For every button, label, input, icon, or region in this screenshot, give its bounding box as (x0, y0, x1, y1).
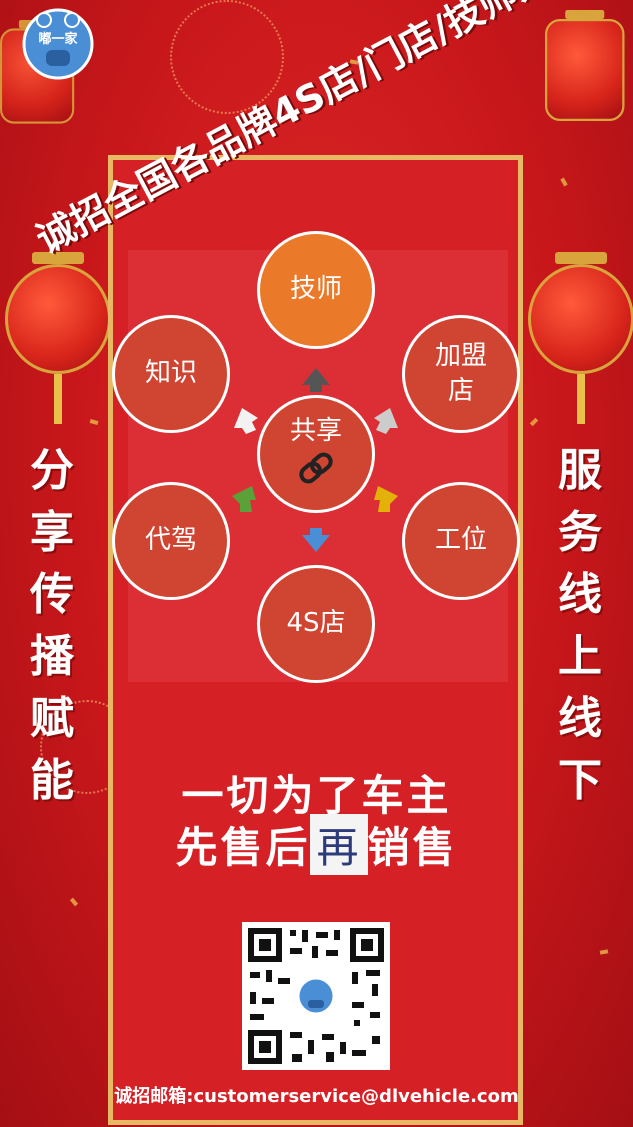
slogan-prefix: 先售后 (175, 823, 311, 872)
node-driver: 代驾 (112, 482, 230, 600)
logo-text: 嘟一家 (38, 32, 78, 47)
slogan-highlight: 再 (310, 814, 368, 875)
node-4s-store: 4S店 (257, 565, 375, 683)
node-knowledge: 知识 (112, 315, 230, 433)
slogan-line-2: 先售后再销售 (120, 814, 513, 875)
logo-icon: 嘟一家 (20, 6, 96, 82)
node-share: 共享 (257, 395, 375, 513)
headline-text: 诚招全国各品牌4S店/门店/技师入驻 (29, 0, 592, 262)
lantern-icon (545, 10, 625, 121)
node-label: 知识 (144, 358, 197, 389)
recruit-email: 诚招邮箱:customerservice@dlvehicle.com (114, 1086, 519, 1107)
node-label: 代驾 (144, 525, 197, 556)
node-technician: 技师 (257, 231, 375, 349)
slogan-suffix: 销售 (367, 823, 458, 872)
node-label: 4S店 (286, 608, 346, 639)
left-vertical-slogan: 分享传播赋能 (30, 445, 74, 806)
lantern-icon (528, 252, 633, 424)
right-vertical-slogan: 服务线上线下 (558, 445, 602, 806)
qr-code-icon[interactable] (242, 922, 390, 1070)
headline: 诚招全国各品牌4S店/门店/技师入驻 (0, 0, 633, 262)
node-workstation: 工位 (402, 482, 520, 600)
chain-link-icon (296, 451, 336, 495)
node-label: 共享 (289, 415, 342, 446)
slogan-line-1: 一切为了车主 (181, 771, 452, 820)
lantern-icon (5, 252, 111, 424)
node-label: 加盟 店 (434, 340, 487, 406)
node-franchise-store: 加盟 店 (402, 315, 520, 433)
node-label: 技师 (289, 274, 342, 305)
node-label: 工位 (434, 525, 487, 556)
